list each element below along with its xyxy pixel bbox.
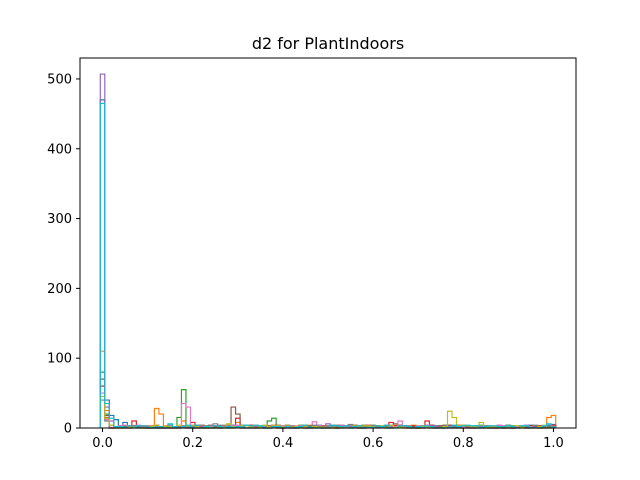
histogram-series-5 <box>99 73 557 429</box>
y-tick-label: 0 <box>64 422 72 437</box>
histogram-series-3 <box>99 371 557 429</box>
y-tick-label: 500 <box>47 72 72 87</box>
x-tick-label: 1.0 <box>543 436 564 451</box>
series-group <box>99 73 557 429</box>
histogram-series-10 <box>99 102 557 429</box>
x-axis-ticks: 0.0 0.2 0.4 0.6 0.8 1.0 <box>92 428 564 451</box>
y-tick-label: 100 <box>47 352 72 367</box>
histogram-series-1 <box>99 99 557 429</box>
x-tick-label: 0.8 <box>453 436 474 451</box>
y-tick-label: 300 <box>47 212 72 227</box>
x-tick-label: 0.4 <box>273 436 294 451</box>
y-tick-label: 200 <box>47 282 72 297</box>
x-tick-label: 0.6 <box>363 436 384 451</box>
histogram-series-6 <box>99 378 557 429</box>
chart-title: d2 for PlantIndoors <box>252 34 404 53</box>
y-axis-ticks: 0 100 200 300 400 500 <box>47 72 80 437</box>
histogram-series-4 <box>99 385 557 429</box>
x-tick-label: 0.0 <box>92 436 113 451</box>
histogram-series-2 <box>99 350 557 429</box>
y-tick-label: 400 <box>47 142 72 157</box>
x-tick-label: 0.2 <box>182 436 203 451</box>
plot-area-frame <box>79 57 577 429</box>
histogram-series-7 <box>99 392 556 429</box>
